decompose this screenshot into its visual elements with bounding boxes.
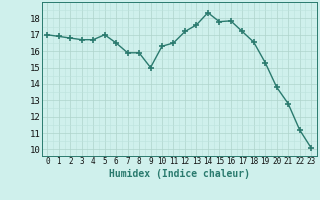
- X-axis label: Humidex (Indice chaleur): Humidex (Indice chaleur): [109, 169, 250, 179]
